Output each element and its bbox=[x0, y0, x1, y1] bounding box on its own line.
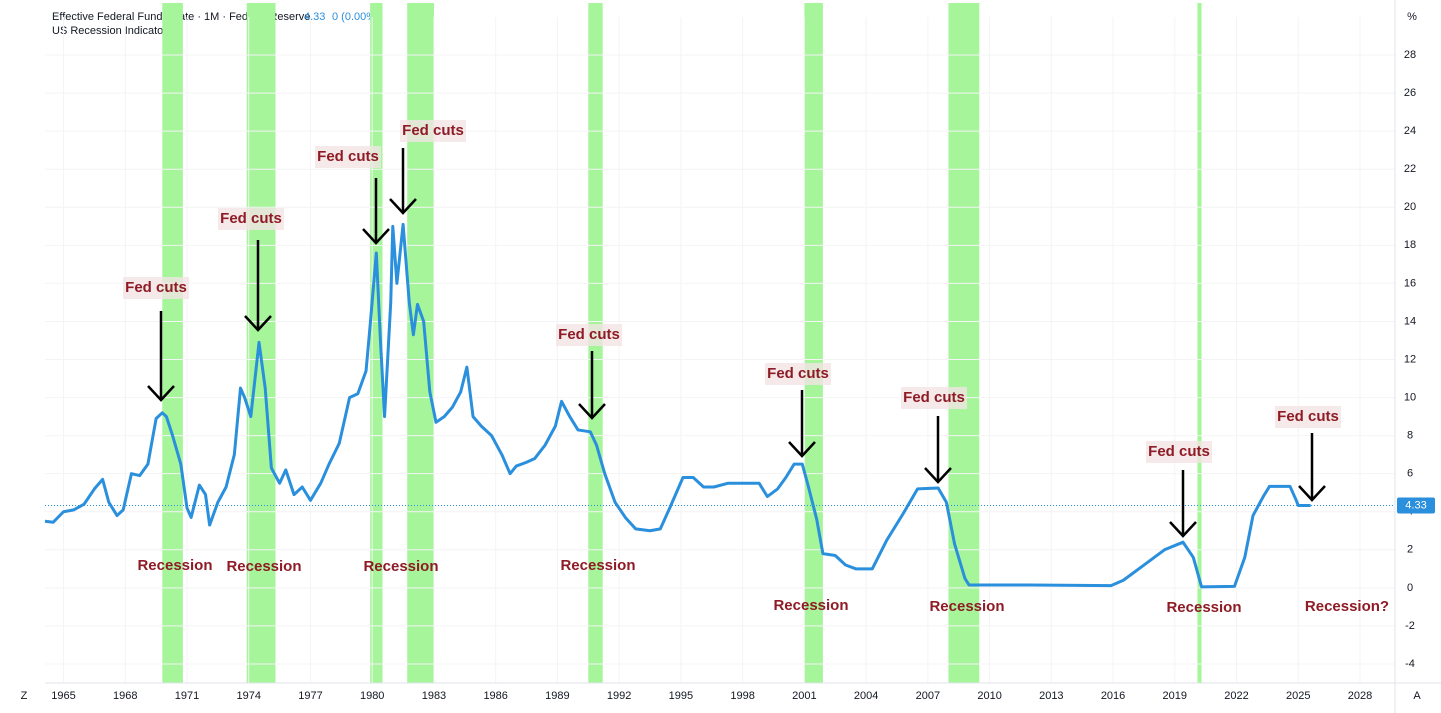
last-value: 4.33 bbox=[304, 11, 325, 23]
y-tick-label: 18 bbox=[1404, 239, 1416, 251]
arrow-head bbox=[362, 228, 390, 245]
arrow-head bbox=[1169, 521, 1197, 538]
corner-button[interactable]: Z bbox=[21, 690, 28, 702]
data-line bbox=[44, 222, 1311, 589]
annotation-label: Recession bbox=[226, 558, 301, 575]
recession-band bbox=[948, 3, 980, 683]
y-tick-label: 28 bbox=[1404, 49, 1416, 61]
recession-title: US Recession Indicator bbox=[52, 25, 167, 37]
arrow-head bbox=[1298, 485, 1326, 502]
x-tick-label: 2016 bbox=[1101, 690, 1125, 702]
plot-background bbox=[45, 3, 1395, 683]
annotation-background bbox=[1146, 441, 1212, 463]
x-tick-label: 1983 bbox=[422, 690, 446, 702]
x-tick-label: 1965 bbox=[51, 690, 75, 702]
annotation-background bbox=[123, 277, 189, 299]
y-tick-label: 8 bbox=[1407, 430, 1413, 442]
annotation-background bbox=[400, 120, 466, 142]
y-unit: % bbox=[1407, 11, 1417, 23]
y-tick-label: 0 bbox=[1407, 582, 1413, 594]
annotation-label: Recession? bbox=[1305, 598, 1389, 615]
recession-band bbox=[162, 3, 183, 683]
x-tick-label: 2007 bbox=[916, 690, 940, 702]
x-tick-label: 1971 bbox=[175, 690, 199, 702]
annotation-label: Fed cuts bbox=[220, 210, 282, 227]
annotation-background bbox=[218, 208, 284, 230]
annotation-background bbox=[1275, 406, 1341, 428]
arrow-head bbox=[924, 467, 952, 484]
x-tick-label: 2022 bbox=[1224, 690, 1248, 702]
change: 0 (0.00%) bbox=[332, 11, 380, 23]
annotation-label: Fed cuts bbox=[1148, 443, 1210, 460]
y-tick-label: 6 bbox=[1407, 468, 1413, 480]
annotation-label: Fed cuts bbox=[125, 279, 187, 296]
recession-band bbox=[370, 3, 383, 683]
y-tick-label: 14 bbox=[1404, 315, 1416, 327]
recession-band bbox=[407, 3, 434, 683]
y-tick-label: -4 bbox=[1405, 658, 1415, 670]
x-tick-label: 2028 bbox=[1348, 690, 1372, 702]
annotation-label: Recession bbox=[773, 597, 848, 614]
x-tick-label: 2019 bbox=[1163, 690, 1187, 702]
annotation-label: Fed cuts bbox=[903, 389, 965, 406]
x-tick-label: 1980 bbox=[360, 690, 384, 702]
annotation-label: Recession bbox=[1166, 599, 1241, 616]
annotation-label: Fed cuts bbox=[558, 326, 620, 343]
y-tick-label: 10 bbox=[1404, 391, 1416, 403]
annotation-background bbox=[765, 363, 831, 385]
annotation-label: Recession bbox=[363, 558, 438, 575]
annotation-background bbox=[901, 387, 967, 409]
y-tick-label: 2 bbox=[1407, 544, 1413, 556]
x-tick-label: 1995 bbox=[669, 690, 693, 702]
x-tick-label: 1986 bbox=[483, 690, 507, 702]
last-value-badge bbox=[1397, 497, 1435, 514]
annotation-label: Recession bbox=[137, 557, 212, 574]
arrow-head bbox=[147, 385, 175, 402]
x-tick-label: 1977 bbox=[298, 690, 322, 702]
x-tick-label: 2010 bbox=[977, 690, 1001, 702]
y-tick-label: 16 bbox=[1404, 277, 1416, 289]
annotation-label: Fed cuts bbox=[402, 122, 464, 139]
recession-band bbox=[246, 3, 276, 683]
corner-button[interactable]: A bbox=[1413, 690, 1421, 702]
arrow-head bbox=[244, 315, 272, 332]
y-tick-label: 22 bbox=[1404, 163, 1416, 175]
x-tick-label: 1989 bbox=[545, 690, 569, 702]
annotation-background bbox=[315, 146, 381, 168]
y-tick-label: 26 bbox=[1404, 87, 1416, 99]
annotation-label: Fed cuts bbox=[767, 365, 829, 382]
arrow-head bbox=[578, 403, 606, 420]
x-tick-label: 2004 bbox=[854, 690, 878, 702]
y-tick-label: 12 bbox=[1404, 353, 1416, 365]
x-tick-label: 2001 bbox=[792, 690, 816, 702]
y-tick-label: 24 bbox=[1404, 125, 1416, 137]
y-tick-label: 20 bbox=[1404, 201, 1416, 213]
x-tick-label: 1998 bbox=[730, 690, 754, 702]
x-tick-label: 2025 bbox=[1286, 690, 1310, 702]
recession-band bbox=[1197, 3, 1202, 683]
y-tick-label: -2 bbox=[1405, 620, 1415, 632]
x-tick-label: 1992 bbox=[607, 690, 631, 702]
last-value-label: 4.33 bbox=[1405, 499, 1426, 511]
recession-band bbox=[804, 3, 823, 683]
annotation-label: Fed cuts bbox=[317, 148, 379, 165]
arrow-head bbox=[389, 198, 417, 215]
annotation-background bbox=[556, 324, 622, 346]
x-tick-label: 1974 bbox=[236, 690, 260, 702]
annotation-label: Recession bbox=[929, 598, 1004, 615]
x-tick-label: 1968 bbox=[113, 690, 137, 702]
annotation-label: Fed cuts bbox=[1277, 408, 1339, 425]
x-tick-label: 2013 bbox=[1039, 690, 1063, 702]
arrow-head bbox=[788, 441, 816, 458]
annotation-label: Recession bbox=[560, 557, 635, 574]
